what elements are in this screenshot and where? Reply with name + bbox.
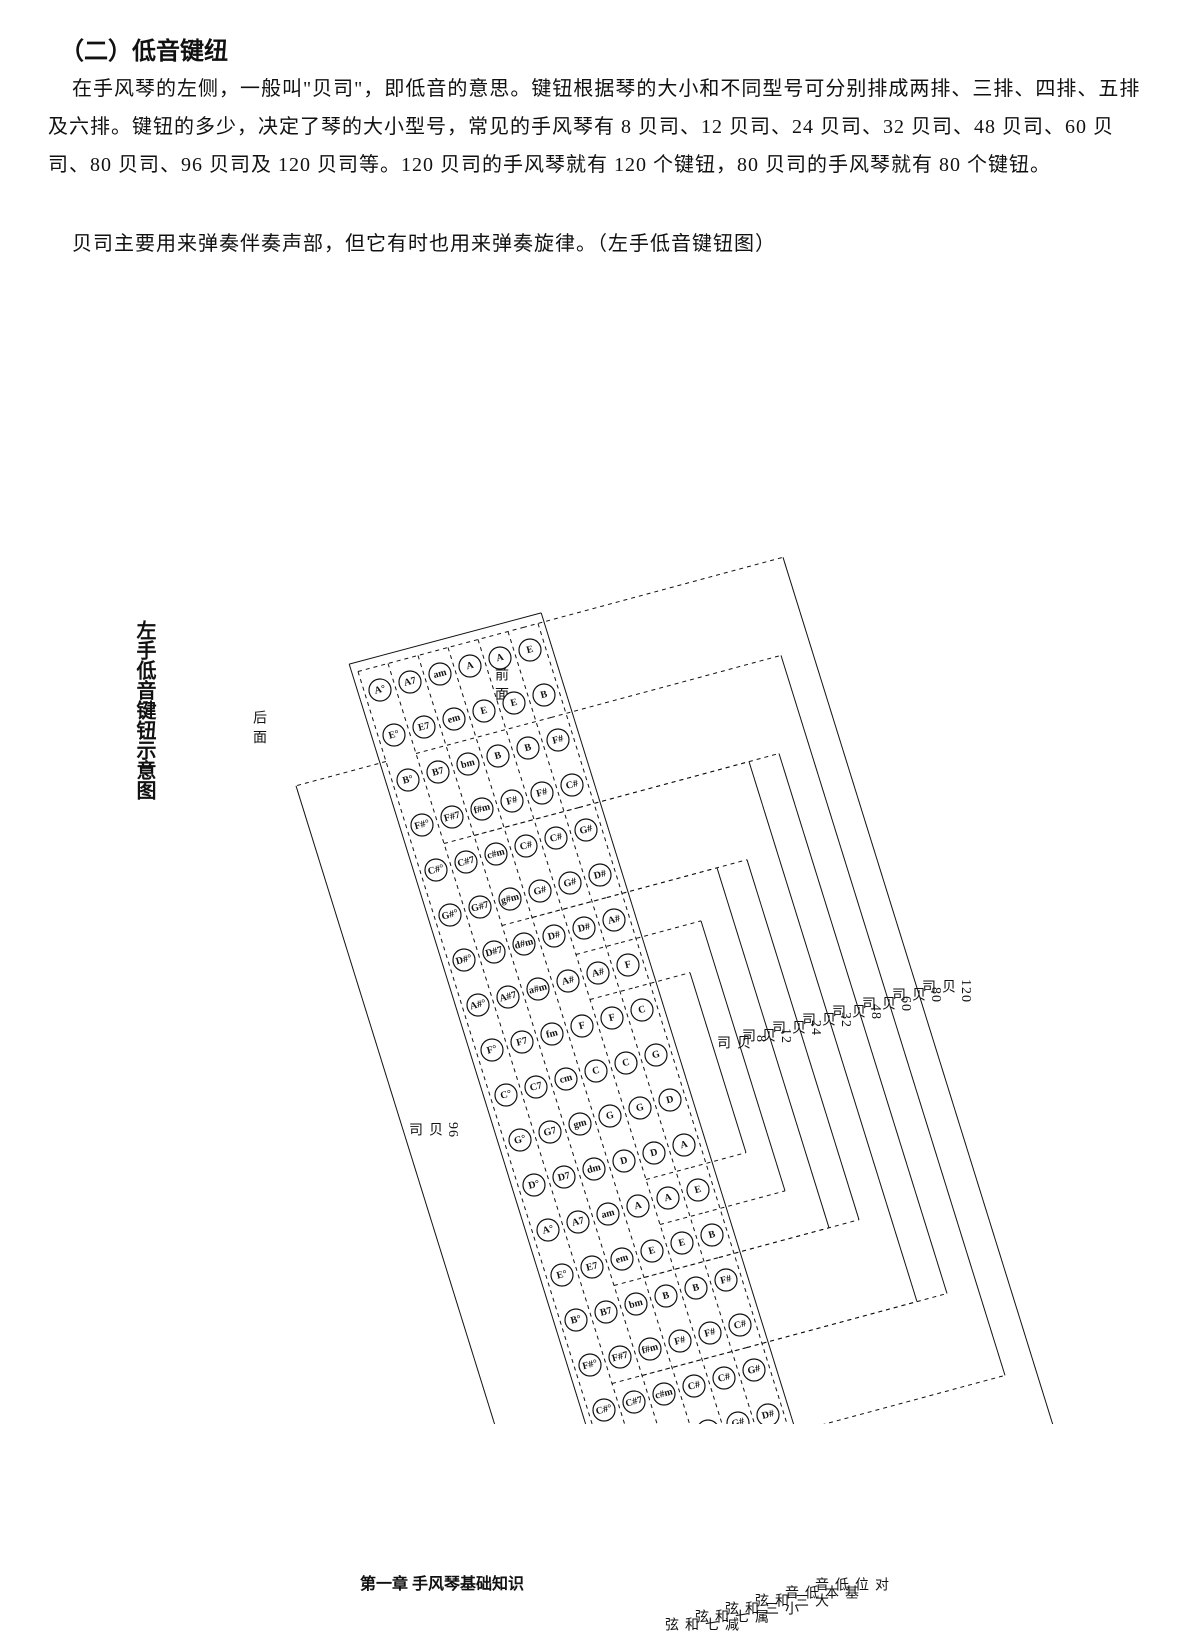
paragraph-1: 在手风琴的左侧，一般叫"贝司"，即低音的意思。键钮根据琴的大小和不同型号可分别排… [48, 70, 1143, 184]
bass-button-diagram: A°E°B°F#°C#°G#°D#°A#°F°C°G°D°A°E°B°F#°C#… [150, 234, 1100, 1424]
column-label: 对位低音 [810, 1577, 890, 1591]
section-heading: （二）低音键纽 [60, 30, 228, 76]
bracket-label-back: 96贝司 [404, 1122, 460, 1138]
page-footer: 第一章 手风琴基础知识 [360, 1570, 524, 1594]
bracket-label: 8贝司 [712, 1035, 768, 1050]
